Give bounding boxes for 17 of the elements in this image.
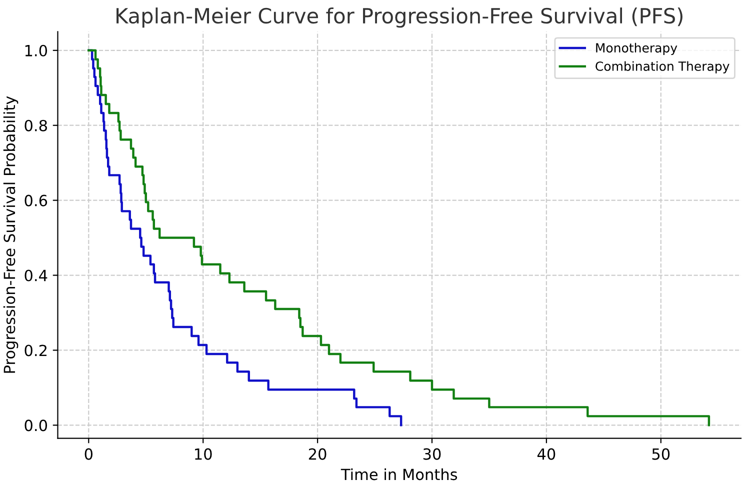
chart-title: Kaplan-Meier Curve for Progression-Free Survival (PFS)	[116, 7, 682, 28]
y-tick-label: 0.8	[24, 120, 47, 132]
y-tick-label: 0.4	[24, 270, 48, 282]
x-tick-label: 10	[195, 448, 212, 460]
x-tick-label: 50	[652, 448, 670, 460]
y-tick-label: 0.2	[24, 344, 46, 356]
x-tick-label: 40	[537, 448, 556, 460]
legend-label: Combination Therapy	[596, 61, 730, 74]
y-axis-title: Progression-Free Survival Probability	[3, 96, 18, 373]
x-axis-title: Time in Months	[340, 468, 458, 480]
x-tick-label: 20	[308, 448, 326, 460]
x-tick-label: 30	[423, 448, 441, 460]
legend-label: Monotherapy	[596, 42, 678, 56]
y-tick-label: 1.0	[25, 44, 48, 56]
y-tick-label: 0.6	[24, 194, 48, 206]
x-tick-label: 0	[84, 448, 92, 460]
y-tick-label: 0.0	[24, 420, 48, 432]
